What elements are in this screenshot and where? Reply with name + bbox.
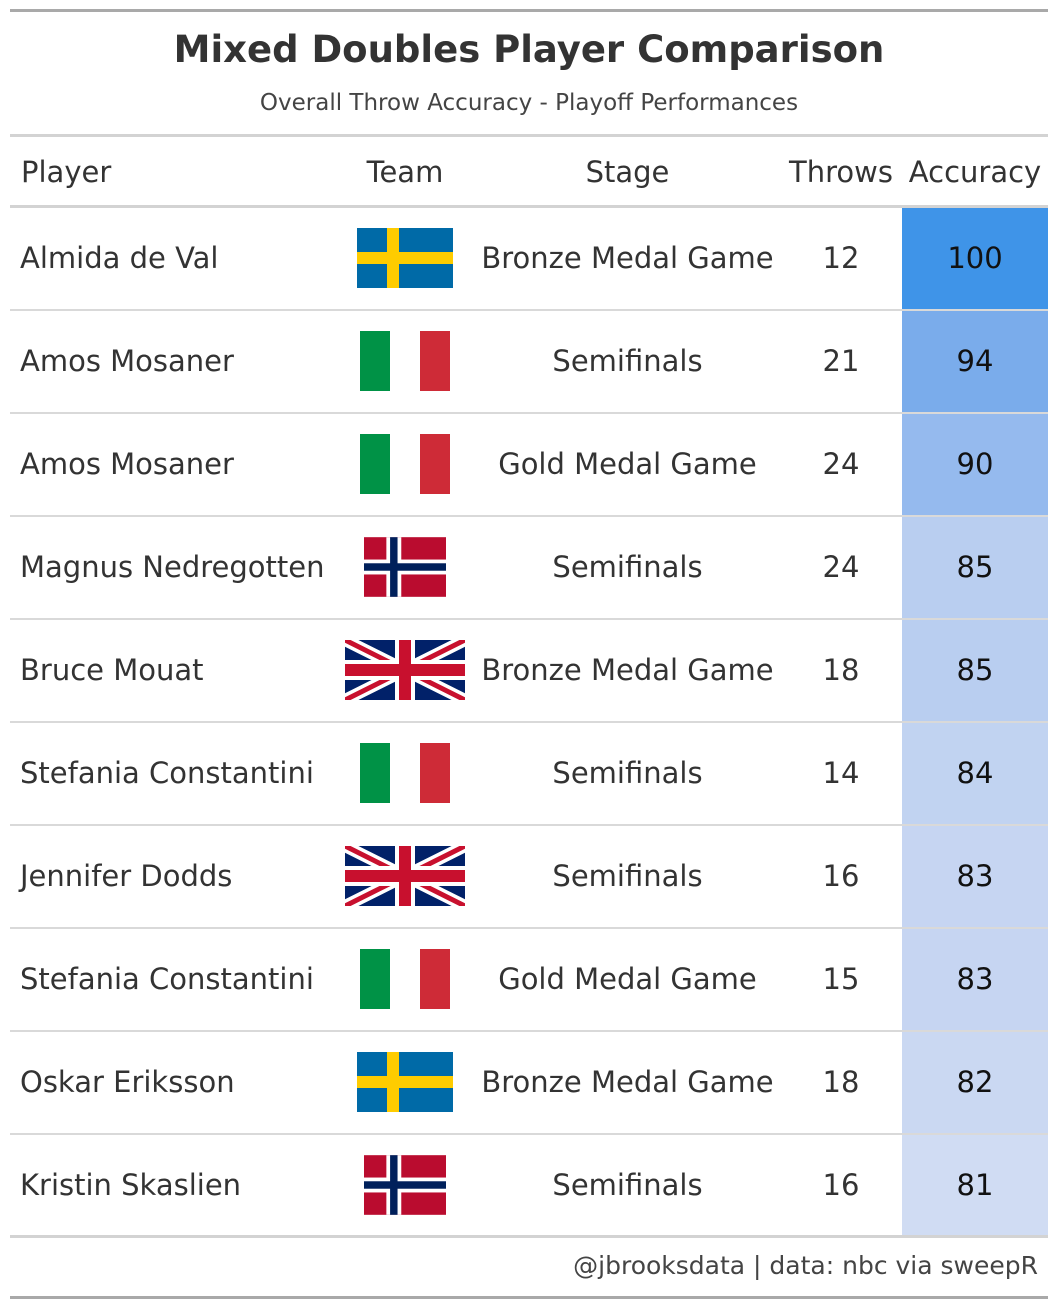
- accuracy-cell: 94: [902, 311, 1048, 412]
- stage-cell: Bronze Medal Game: [481, 241, 774, 275]
- table-row: 81 Kristin Skaslien Semifinals 16: [10, 1135, 1048, 1238]
- table-row: 90 Amos Mosaner Gold Medal Game 24: [10, 414, 1048, 517]
- throws-cell: 16: [822, 1168, 860, 1202]
- table-row: 100 Almida de Val Bronze Medal Game 12: [10, 208, 1048, 311]
- throws-cell: 24: [822, 550, 860, 584]
- norway-flag-icon: [364, 537, 446, 597]
- source-caption: @jbrooksdata | data: nbc via sweepR: [573, 1251, 1038, 1280]
- header-top-line: [10, 134, 1048, 137]
- accuracy-cell: 85: [902, 620, 1048, 721]
- column-header-accuracy: Accuracy: [908, 155, 1042, 189]
- accuracy-cell: 90: [902, 414, 1048, 515]
- column-header-throws: Throws: [789, 155, 893, 189]
- table-bottom-line: [10, 1235, 1048, 1238]
- player-cell: Kristin Skaslien: [20, 1168, 242, 1202]
- player-cell: Jennifer Dodds: [20, 859, 233, 893]
- sweden-flag-icon: [357, 1052, 453, 1112]
- stage-cell: Semifinals: [552, 550, 703, 584]
- table-row: 83 Jennifer Dodds Semifinals 16: [10, 826, 1048, 929]
- accuracy-cell: 85: [902, 517, 1048, 618]
- table-row: 94 Amos Mosaner Semifinals 21: [10, 311, 1048, 414]
- player-cell: Stefania Constantini: [20, 962, 314, 996]
- throws-cell: 18: [822, 653, 860, 687]
- stage-cell: Gold Medal Game: [498, 447, 757, 481]
- chart-subtitle: Overall Throw Accuracy - Playoff Perform…: [259, 90, 799, 116]
- player-cell: Amos Mosaner: [20, 344, 234, 378]
- column-header-team: Team: [366, 155, 444, 189]
- table-row: 82 Oskar Eriksson Bronze Medal Game 18: [10, 1032, 1048, 1135]
- stage-cell: Semifinals: [552, 756, 703, 790]
- accuracy-cell: 82: [902, 1032, 1048, 1133]
- accuracy-cell: 83: [902, 826, 1048, 927]
- player-cell: Amos Mosaner: [20, 447, 234, 481]
- player-cell: Magnus Nedregotten: [20, 550, 325, 584]
- throws-cell: 14: [822, 756, 860, 790]
- row-divider: [10, 515, 1048, 517]
- stage-cell: Bronze Medal Game: [481, 1065, 774, 1099]
- row-divider: [10, 412, 1048, 414]
- chart-title: Mixed Doubles Player Comparison: [173, 28, 885, 71]
- accuracy-cell: 84: [902, 723, 1048, 824]
- table-row: 84 Stefania Constantini Semifinals 14: [10, 723, 1048, 826]
- stage-cell: Bronze Medal Game: [481, 653, 774, 687]
- row-divider: [10, 1030, 1048, 1032]
- accuracy-cell: 81: [902, 1135, 1048, 1236]
- top-rule: [10, 9, 1048, 12]
- italy-flag-icon: [360, 743, 450, 803]
- throws-cell: 15: [822, 962, 860, 996]
- throws-cell: 21: [822, 344, 860, 378]
- player-cell: Oskar Eriksson: [20, 1065, 235, 1099]
- column-header-player: Player: [21, 155, 112, 189]
- bottom-rule: [10, 1296, 1048, 1299]
- row-divider: [10, 309, 1048, 311]
- uk-flag-icon: [345, 846, 465, 906]
- accuracy-cell: 83: [902, 929, 1048, 1030]
- player-cell: Almida de Val: [20, 241, 219, 275]
- row-divider: [10, 1133, 1048, 1135]
- uk-flag-icon: [345, 640, 465, 700]
- accuracy-cell: 100: [902, 208, 1048, 309]
- row-divider: [10, 824, 1048, 826]
- header-bottom-line: [10, 205, 1048, 208]
- player-cell: Stefania Constantini: [20, 756, 314, 790]
- stage-cell: Semifinals: [552, 344, 703, 378]
- player-cell: Bruce Mouat: [20, 653, 204, 687]
- sweden-flag-icon: [357, 228, 453, 288]
- table-row: 85 Bruce Mouat Bronze Medal Game 18: [10, 620, 1048, 723]
- row-divider: [10, 927, 1048, 929]
- stage-cell: Gold Medal Game: [498, 962, 757, 996]
- norway-flag-icon: [364, 1155, 446, 1215]
- italy-flag-icon: [360, 331, 450, 391]
- row-divider: [10, 721, 1048, 723]
- throws-cell: 16: [822, 859, 860, 893]
- throws-cell: 24: [822, 447, 860, 481]
- throws-cell: 18: [822, 1065, 860, 1099]
- stage-cell: Semifinals: [552, 859, 703, 893]
- row-divider: [10, 618, 1048, 620]
- column-header-stage: Stage: [585, 155, 670, 189]
- italy-flag-icon: [360, 434, 450, 494]
- table-row: 85 Magnus Nedregotten Semifinals 24: [10, 517, 1048, 620]
- throws-cell: 12: [822, 241, 860, 275]
- stage-cell: Semifinals: [552, 1168, 703, 1202]
- italy-flag-icon: [360, 949, 450, 1009]
- table-row: 83 Stefania Constantini Gold Medal Game 15: [10, 929, 1048, 1032]
